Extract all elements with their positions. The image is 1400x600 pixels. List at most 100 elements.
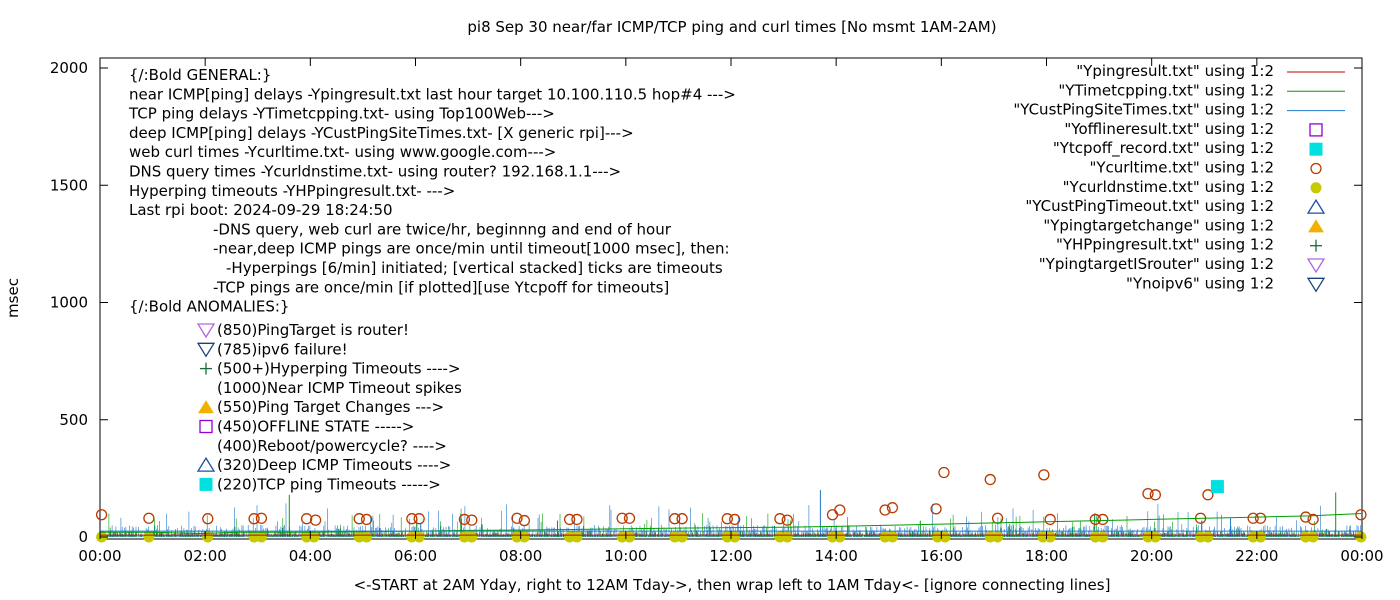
anomaly-key: (850)PingTarget is router!(785)ipv6 fail… (196, 321, 462, 493)
data-layer (95, 466, 1367, 543)
x-tick-label-2: 04:00 (289, 547, 332, 565)
legend-symbol-7 (1306, 198, 1326, 214)
data-point-0-36 (1097, 513, 1109, 526)
anomaly-marker-5 (199, 419, 213, 434)
legend-label-9: "YHPpingresult.txt" using 1:2 (1056, 236, 1274, 254)
legend-label-5: "Ycurltime.txt" using 1:2 (1089, 159, 1274, 177)
data-point-0-21 (721, 513, 733, 525)
data-point-0-43 (1300, 511, 1312, 523)
x-tick-label-6: 12:00 (709, 547, 752, 565)
data-point-1-18 (624, 531, 636, 543)
x-tick-label-10: 20:00 (1130, 547, 1173, 565)
annotations: {/:Bold GENERAL:}near ICMP[ping] delays … (128, 66, 736, 316)
legend-symbol-11 (1306, 277, 1326, 293)
legend-label-10: "YpingtargetISrouter" using 1:2 (1039, 255, 1274, 273)
data-point-0-40 (1202, 489, 1214, 501)
legend-label-11: "Ynoipv6" using 1:2 (1126, 274, 1274, 292)
data-point-0-45 (1355, 509, 1367, 521)
anomaly-text-0: (850)PingTarget is router! (217, 321, 409, 339)
data-point-0-9 (406, 513, 418, 525)
legend-label-7: "YCustPingTimeout.txt" using 1:2 (1025, 197, 1274, 215)
anomaly-marker-7 (196, 456, 216, 472)
data-point-0-44 (1307, 513, 1319, 526)
x-axis-label: <-START at 2AM Yday, right to 12AM Tday-… (354, 576, 1111, 594)
annotation-line-0: {/:Bold GENERAL:} (129, 66, 271, 84)
y-axis-label: msec (4, 278, 22, 318)
x-tick-label-11: 22:00 (1235, 547, 1278, 565)
data-point-1-44 (1307, 531, 1319, 543)
data-point-1-20 (676, 531, 688, 543)
data-point-1-30 (939, 531, 951, 543)
legend-label-2: "YCustPingSiteTimes.txt" using 1:2 (1013, 101, 1274, 119)
x-axis-ticks: 00:00 02:00 04:00 06:00 08:00 10:00 12:00 14:00… (78, 58, 1384, 565)
legend: "Ypingresult.txt" using 1:2"YTimetcpping… (1013, 62, 1345, 293)
data-point-0-15 (563, 513, 576, 526)
data-point-1-42 (1255, 531, 1267, 543)
data-point-0-28 (886, 502, 899, 514)
data-point-1-8 (361, 531, 373, 543)
data-point-1-1 (143, 531, 155, 543)
data-point-0-41 (1247, 512, 1259, 524)
series-ycurldnstime-txt (96, 531, 1367, 543)
anomaly-text-1: (785)ipv6 failure! (217, 340, 348, 358)
data-point-0-2 (202, 513, 214, 525)
annotation-line-5: DNS query times -Ycurldnstime.txt- using… (129, 163, 621, 181)
legend-symbol-10 (1306, 258, 1326, 274)
annotation-line-9: -near,deep ICMP pings are once/min until… (213, 240, 730, 258)
data-point-1-22 (729, 531, 741, 543)
data-point-0-31 (984, 473, 996, 486)
y-tick-label-4: 2000 (50, 59, 88, 77)
data-point-0-13 (511, 512, 523, 524)
x-tick-label-12: 00:00 (1340, 547, 1383, 565)
data-point-0-17 (616, 512, 628, 524)
y-tick-label-3: 1500 (50, 176, 88, 194)
legend-symbol-6 (1310, 182, 1322, 194)
series-line-3 (100, 513, 1363, 535)
chart-title: pi8 Sep 30 near/far ICMP/TCP ping and cu… (467, 18, 996, 36)
data-point-0-0 (95, 509, 108, 521)
legend-label-0: "Ypingresult.txt" using 1:2 (1076, 62, 1274, 80)
data-point-0-29 (930, 503, 942, 515)
anomaly-text-3: (1000)Near ICMP Timeout spikes (217, 379, 462, 397)
data-point-1-40 (1202, 531, 1214, 543)
anomaly-text-6: (400)Reboot/powercycle? ----> (217, 437, 447, 455)
data-point-0-23 (774, 513, 786, 525)
legend-symbol-8 (1308, 219, 1324, 233)
x-tick-label-8: 16:00 (920, 547, 963, 565)
x-tick-label-7: 14:00 (815, 547, 858, 565)
data-point-1-26 (834, 531, 846, 543)
annotation-line-10: -Hyperpings [6/min] initiated; [vertical… (226, 259, 723, 277)
data-point-0-35 (1089, 513, 1102, 526)
data-point-1-14 (518, 531, 530, 543)
series-ycurltime-txt (95, 466, 1367, 527)
legend-symbol-5 (1310, 162, 1322, 175)
data-point-1-16 (571, 531, 583, 543)
series-ytimetcpping-txt (100, 513, 1363, 535)
annotation-line-4: web curl times -Ycurltime.txt- using www… (129, 143, 556, 161)
y-axis-ticks: 0 500 1000 1500 2000 (50, 59, 1362, 546)
anomaly-marker-8 (199, 477, 213, 491)
y-tick-label-0: 0 (78, 528, 88, 546)
anomaly-text-5: (450)OFFLINE STATE -----> (217, 418, 414, 436)
y-tick-label-2: 1000 (50, 294, 88, 312)
data-point-0-14 (518, 514, 530, 527)
x-tick-label-0: 00:00 (78, 547, 121, 565)
data-point-0-38 (1149, 489, 1161, 501)
x-tick-label-4: 08:00 (499, 547, 542, 565)
data-point-0-5 (301, 513, 313, 525)
anomaly-marker-0 (196, 323, 216, 339)
data-point-0-24 (781, 514, 793, 526)
annotation-line-1: near ICMP[ping] delays -Ypingresult.txt … (129, 85, 736, 103)
data-point-0-30 (938, 466, 950, 479)
anomaly-text-7: (320)Deep ICMP Timeouts ----> (217, 456, 451, 474)
x-tick-label-5: 10:00 (604, 547, 647, 565)
data-point-1-24 (781, 531, 793, 543)
legend-label-3: "Yofflineresult.txt" using 1:2 (1064, 120, 1274, 138)
data-point-1-34 (1044, 531, 1056, 543)
data-point-0-26 (834, 504, 846, 516)
data-point-0-1 (143, 512, 155, 524)
data-point-1-28 (886, 531, 898, 543)
anomaly-text-2: (500+)Hyperping Timeouts ----> (217, 360, 461, 378)
data-point-1-36 (1097, 531, 1109, 543)
